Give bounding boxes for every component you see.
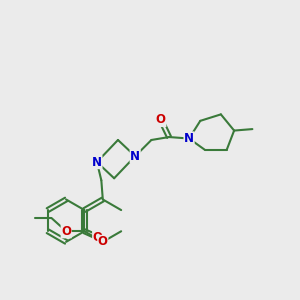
Text: N: N (130, 150, 140, 163)
Text: O: O (156, 113, 166, 127)
Text: O: O (61, 225, 71, 238)
Text: N: N (184, 132, 194, 145)
Text: O: O (98, 236, 108, 248)
Text: N: N (92, 156, 102, 169)
Text: O: O (93, 231, 103, 244)
